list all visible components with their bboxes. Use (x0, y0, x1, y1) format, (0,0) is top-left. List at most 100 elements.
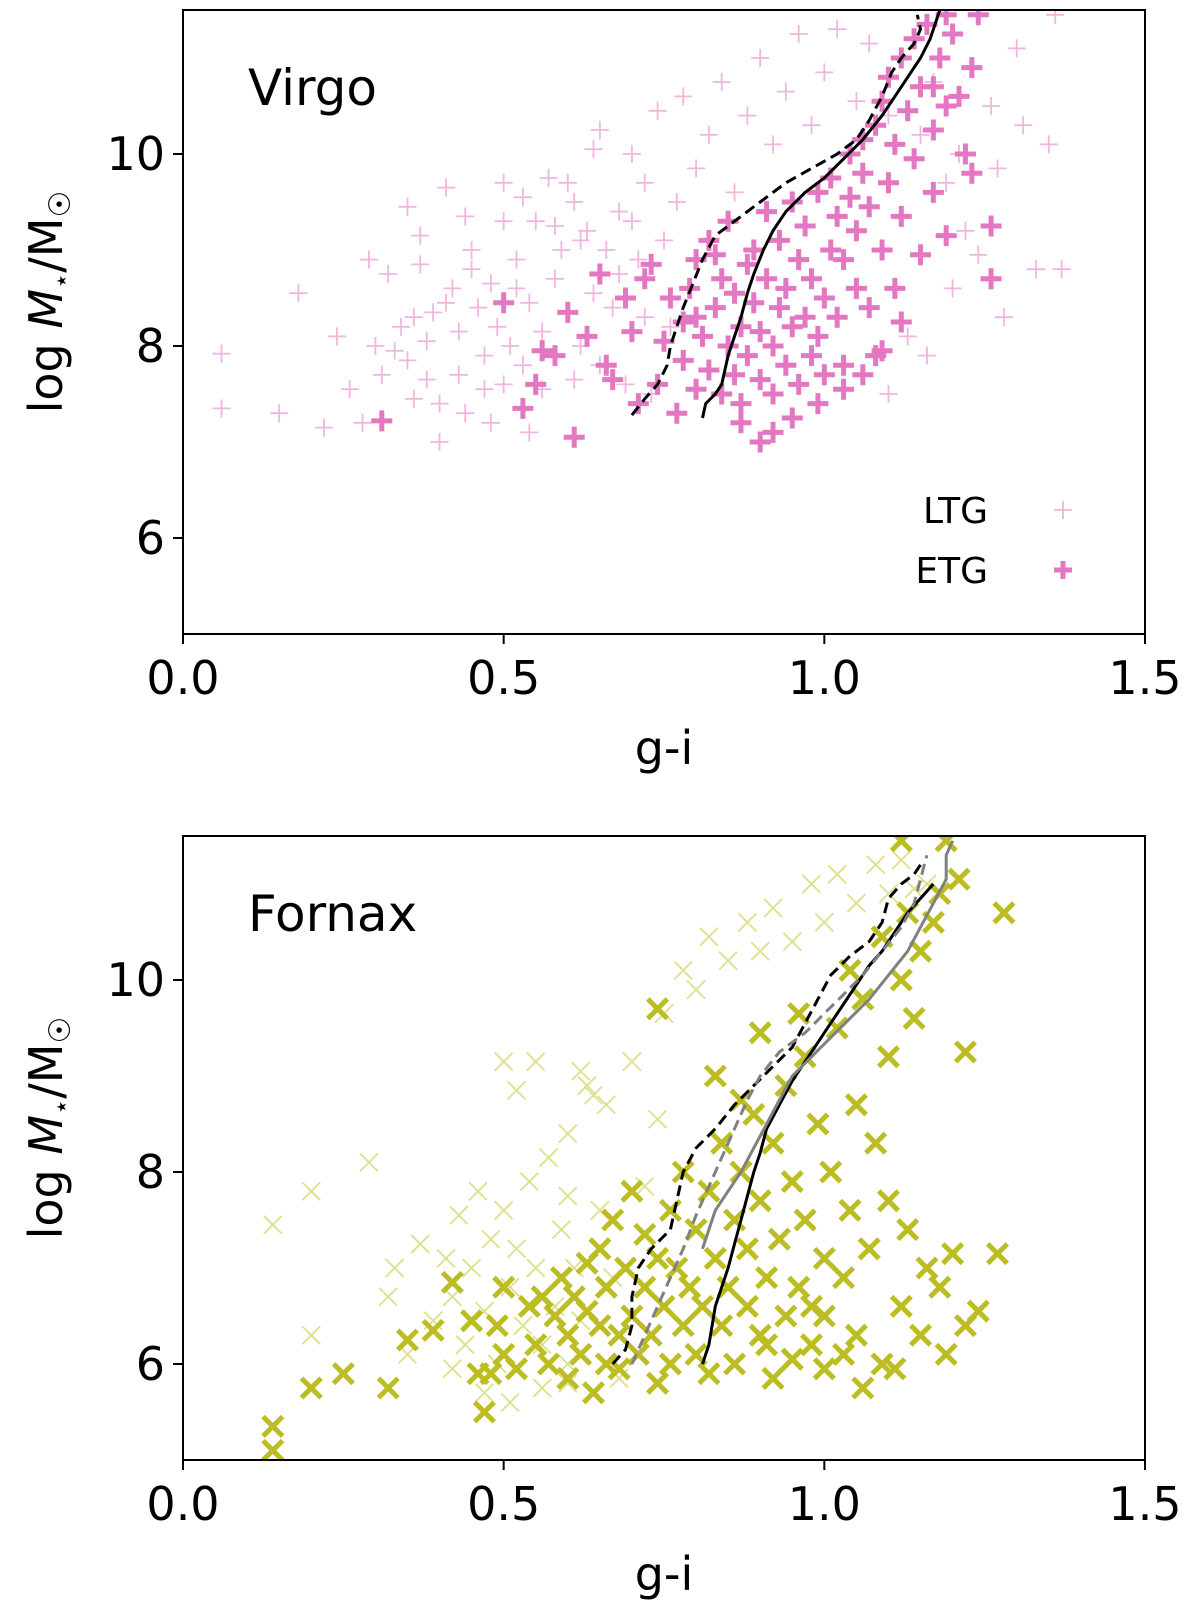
ltg-point (513, 356, 532, 375)
etg-point (922, 119, 944, 141)
fornax-ltg-points (263, 850, 937, 1422)
ltg-point (878, 883, 899, 904)
etg-point (812, 1246, 836, 1270)
etg-point (889, 968, 913, 992)
etg-point (588, 1237, 612, 1261)
etg-point (851, 987, 875, 1011)
ltg-point (846, 893, 867, 913)
virgo-axes-frame (182, 9, 1146, 635)
x-tick-label: 0.5 (467, 651, 540, 705)
etg-point (563, 426, 585, 448)
etg-point (781, 407, 803, 429)
ltg-point (398, 351, 417, 370)
ltg-point (410, 1234, 430, 1254)
ltg-point (385, 341, 404, 360)
ltg-point (526, 1051, 546, 1072)
ltg-point (635, 173, 654, 192)
etg-point (748, 1189, 772, 1213)
etg-point (852, 364, 874, 386)
legend-marker-ltg (1054, 501, 1072, 519)
etg-point (807, 181, 829, 203)
etg-point (678, 1275, 702, 1299)
etg-point (877, 172, 899, 194)
etg-point (556, 1323, 580, 1347)
ltg-point (603, 298, 622, 317)
etg-point (730, 412, 752, 434)
etg-point (755, 1333, 779, 1357)
etg-point (376, 1376, 400, 1400)
ltg-point (815, 63, 834, 82)
ltg-point (456, 404, 475, 423)
etg-point (992, 901, 1016, 925)
ltg-point (532, 1335, 552, 1355)
etg-point (948, 85, 970, 107)
boundary-line (630, 14, 923, 417)
ltg-point (847, 92, 866, 111)
etg-point (472, 1400, 496, 1424)
etg-point (588, 1314, 612, 1338)
etg-point (421, 1318, 445, 1342)
ltg-point (1046, 10, 1065, 24)
etg-point (775, 277, 797, 299)
etg-point (941, 1242, 965, 1266)
ltg-point (500, 1277, 520, 1297)
etg-point (440, 1270, 464, 1294)
ltg-point (443, 279, 462, 298)
etg-point (812, 1357, 836, 1381)
ltg-point (712, 73, 731, 91)
ltg-point (738, 106, 757, 125)
etg-point (793, 1208, 817, 1232)
etg-point (871, 239, 893, 261)
ltg-point (911, 125, 930, 144)
ltg-point (404, 389, 423, 408)
etg-point (934, 1342, 958, 1366)
ltg-point (610, 202, 629, 221)
ltg-point (776, 82, 795, 101)
ltg-point (674, 87, 693, 106)
etg-point (639, 1323, 663, 1347)
ltg-point (506, 1080, 527, 1101)
etg-point (492, 1275, 516, 1299)
etg-point (844, 1323, 868, 1347)
etg-point (761, 1131, 785, 1155)
ltg-point (969, 245, 988, 264)
ltg-point (802, 116, 821, 135)
ltg-point (392, 317, 411, 336)
ltg-point (597, 241, 616, 259)
ltg-point (610, 265, 629, 283)
ltg-point (417, 332, 436, 351)
etg-point (857, 1237, 881, 1261)
etg-point (723, 1352, 747, 1376)
x-tick-label: 1.5 (1108, 1477, 1181, 1531)
ltg-point (526, 212, 545, 231)
fornax-panel: 0.0 0.5 1.0 1.5 6 8 10 Fornax g-i log M⋆/M☉ (19, 835, 1182, 1601)
ltg-point (366, 337, 385, 355)
etg-point (646, 997, 670, 1021)
etg-point (935, 95, 957, 117)
etg-point (665, 1256, 689, 1280)
ltg-point (551, 1219, 572, 1240)
fornax-etg-points (261, 836, 1016, 1460)
etg-point (813, 364, 835, 386)
etg-point (961, 57, 983, 79)
y-tick-label: 8 (136, 1145, 165, 1199)
etg-point (851, 1376, 875, 1400)
ltg-point (891, 850, 911, 870)
ltg-point (494, 1051, 514, 1072)
ltg-point (635, 308, 654, 327)
ltg-point (456, 207, 475, 226)
etg-point (589, 263, 611, 285)
ltg-point (494, 212, 513, 231)
ltg-point (558, 1373, 578, 1393)
etg-point (703, 1246, 727, 1270)
etg-point (799, 1333, 824, 1357)
etg-point (395, 1328, 420, 1352)
ltg-point (353, 413, 372, 432)
etg-point (985, 1242, 1010, 1266)
etg-point (493, 292, 515, 314)
ltg-point (449, 365, 468, 384)
etg-point (743, 239, 765, 261)
ltg-point (994, 308, 1013, 327)
etg-point (935, 225, 957, 247)
ltg-point (475, 346, 494, 365)
